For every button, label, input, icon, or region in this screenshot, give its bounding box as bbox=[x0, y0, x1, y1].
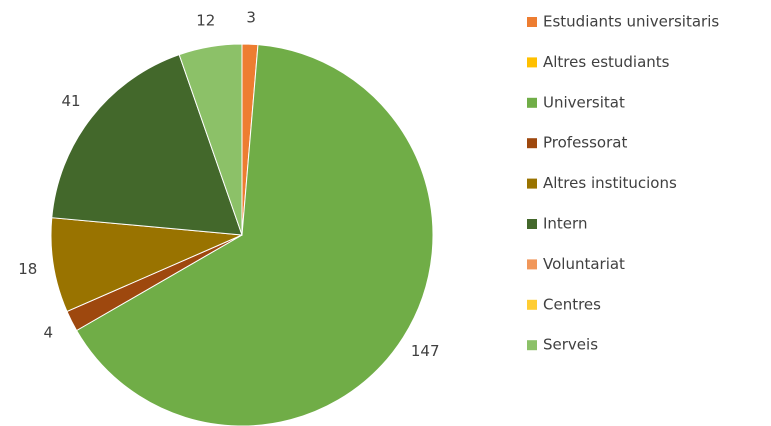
data-label: 4 bbox=[44, 323, 54, 341]
legend-label: Centres bbox=[543, 295, 601, 313]
data-label: 12 bbox=[196, 12, 215, 30]
legend-swatch bbox=[527, 57, 537, 68]
legend-label: Universitat bbox=[543, 93, 625, 111]
legend-label: Serveis bbox=[543, 336, 598, 354]
pie-slice bbox=[178, 43, 243, 236]
legend-swatch bbox=[527, 17, 537, 27]
legend-label: Professorat bbox=[543, 134, 627, 152]
data-label: 3 bbox=[246, 9, 256, 27]
data-label: 147 bbox=[411, 342, 440, 360]
data-label: 18 bbox=[18, 260, 37, 278]
legend-label: Altres estudiants bbox=[543, 53, 670, 71]
legend-swatch bbox=[527, 299, 537, 310]
legend-swatch bbox=[527, 340, 537, 351]
legend-swatch bbox=[527, 219, 537, 229]
pie-slice bbox=[75, 44, 434, 426]
legend-label: Altres institucions bbox=[543, 174, 677, 192]
legend-swatch bbox=[527, 138, 537, 149]
legend-label: Estudiants universitaris bbox=[543, 13, 719, 31]
legend-swatch bbox=[527, 259, 537, 270]
legend-label: Voluntariat bbox=[543, 255, 625, 273]
legend-label: Intern bbox=[543, 215, 587, 233]
pie-slice bbox=[50, 217, 243, 313]
legend-swatch bbox=[527, 178, 537, 189]
legend-swatch bbox=[527, 97, 537, 108]
data-label: 41 bbox=[61, 92, 80, 110]
